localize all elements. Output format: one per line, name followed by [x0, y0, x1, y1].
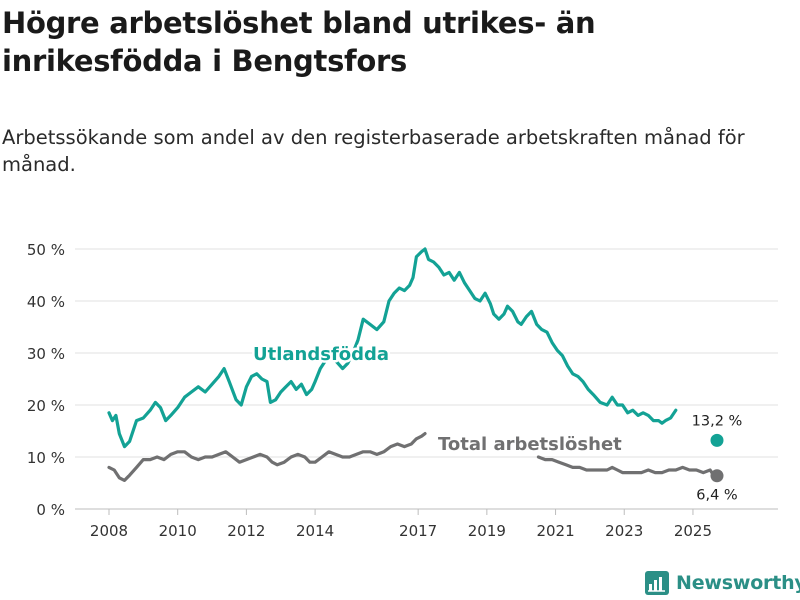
x-tick-label: 2010 — [159, 522, 197, 540]
x-tick-label: 2014 — [296, 522, 334, 540]
label-utlandsfodda-halo: Utlandsfödda — [253, 344, 389, 365]
y-axis-ticks: 0 % 10 % 20 % 30 % 40 % 50 % — [27, 241, 65, 519]
chart-subtitle: Arbetssökande som andel av den registerb… — [2, 126, 745, 176]
end-point-0 — [710, 433, 724, 447]
x-tick-label: 2019 — [468, 522, 506, 540]
chart-title: Högre arbetslöshet bland utrikes- än inr… — [2, 6, 596, 78]
series-line-total-1 — [107, 432, 427, 482]
x-tick-label: 2012 — [227, 522, 265, 540]
y-tick-label: 30 % — [27, 345, 65, 363]
y-tick-label: 20 % — [27, 397, 65, 415]
series-lines — [107, 247, 716, 482]
end-point-1 — [710, 469, 724, 483]
x-tick-label: 2025 — [674, 522, 712, 540]
x-axis: 2008 2010 2012 2014 2017 2019 2021 2023 2025 — [90, 509, 712, 540]
x-tick-label: 2008 — [90, 522, 128, 540]
series-line-utlandsfodda — [107, 247, 678, 449]
label-total-arbetsloshet-halo: Total arbetslöshet — [438, 434, 622, 455]
y-tick-label: 10 % — [27, 449, 65, 467]
label-utlandsfodda: Utlandsfödda — [253, 344, 389, 365]
x-tick-label: 2023 — [605, 522, 643, 540]
newsworthy-logo-icon — [645, 571, 669, 595]
brand-name: Newsworthy — [676, 572, 800, 594]
x-tick-label: 2017 — [399, 522, 437, 540]
end-value-label-1: 6,4 % — [696, 488, 737, 504]
x-tick-label: 2021 — [536, 522, 574, 540]
label-total-arbetsloshet: Total arbetslöshet — [438, 434, 622, 455]
end-value-label-0: 13,2 % — [692, 413, 743, 429]
y-tick-label: 0 % — [36, 501, 65, 519]
y-tick-label: 40 % — [27, 293, 65, 311]
newsworthy-logo[interactable]: Newsworthy — [645, 570, 800, 596]
y-tick-label: 50 % — [27, 241, 65, 259]
series-line-total-2 — [536, 455, 716, 477]
